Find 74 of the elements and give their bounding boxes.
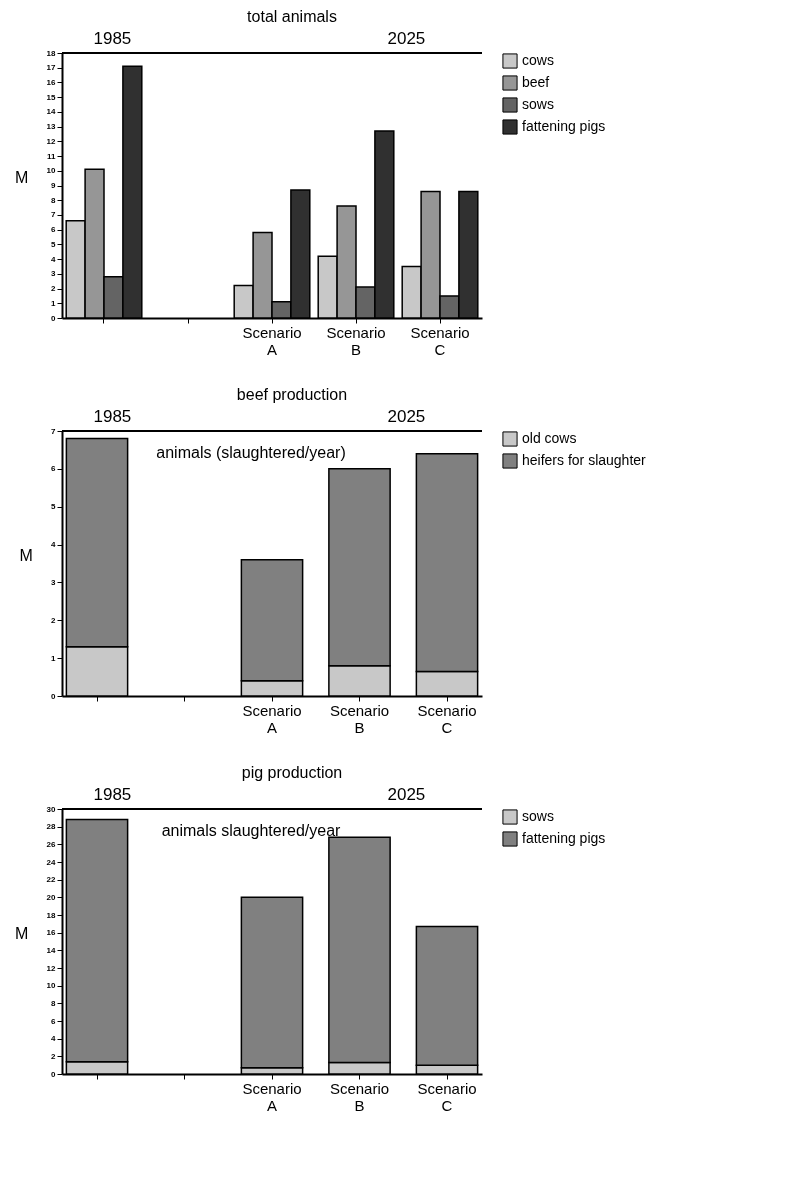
y-tick-label: 3 bbox=[51, 269, 57, 279]
y-tick-label: 8 bbox=[51, 998, 57, 1008]
y-tick-label: 1 bbox=[51, 653, 57, 663]
text: 1985 bbox=[93, 407, 132, 426]
legend-label: sows bbox=[522, 96, 554, 112]
legend-label: beef bbox=[522, 74, 550, 90]
y-tick-label: 10 bbox=[46, 981, 57, 991]
x-tick-label: Scenario A bbox=[242, 701, 302, 736]
y-tick-label: 1 bbox=[51, 298, 57, 308]
y-tick-label: 11 bbox=[47, 151, 57, 161]
y-tick-label: 0 bbox=[51, 1069, 57, 1079]
y-tick-label: 6 bbox=[51, 1016, 57, 1026]
legend-label: fattening pigs bbox=[522, 830, 606, 846]
y-tick-label: 3 bbox=[51, 577, 57, 587]
y-tick-label: 6 bbox=[51, 464, 57, 474]
y-tick-label: 12 bbox=[46, 136, 57, 146]
y-tick-label: 24 bbox=[46, 857, 57, 867]
x-tick-label: Scenario C bbox=[410, 323, 470, 358]
x-tick-label: Scenario B bbox=[326, 323, 386, 358]
y-tick-label: 22 bbox=[46, 875, 57, 885]
text: 2025 bbox=[387, 29, 426, 48]
y-tick-label: 0 bbox=[51, 691, 57, 701]
x-tick-label: Scenario C bbox=[417, 701, 477, 736]
y-tick-label: 4 bbox=[51, 1034, 57, 1044]
chart-title: beef production bbox=[236, 386, 348, 403]
y-tick-label: 15 bbox=[46, 92, 57, 102]
legend-label: heifers for slaughter bbox=[522, 452, 647, 468]
y-tick-label: 26 bbox=[46, 839, 57, 849]
y-tick-label: 28 bbox=[46, 822, 57, 832]
y-tick-label: 2 bbox=[51, 615, 57, 625]
y-axis-title: M bbox=[19, 547, 33, 564]
y-tick-label: 20 bbox=[46, 892, 57, 902]
y-tick-label: 14 bbox=[46, 945, 57, 955]
y-tick-label: 17 bbox=[46, 63, 57, 73]
x-tick-label: Scenario A bbox=[242, 323, 302, 358]
x-tick-label: Scenario B bbox=[329, 1079, 390, 1114]
legend-label: fattening pigs bbox=[522, 118, 606, 134]
text: 1985 bbox=[93, 785, 132, 804]
y-tick-label: 14 bbox=[46, 107, 57, 117]
y-tick-label: 8 bbox=[51, 195, 57, 205]
chart-title: total animals bbox=[247, 8, 337, 25]
chart-title: pig production bbox=[241, 764, 343, 781]
y-tick-label: 7 bbox=[51, 210, 57, 220]
legend-label: sows bbox=[522, 808, 554, 824]
y-tick-label: 10 bbox=[46, 166, 57, 176]
y-tick-label: 18 bbox=[46, 910, 57, 920]
y-tick-label: 30 bbox=[46, 804, 57, 814]
y-tick-label: 5 bbox=[51, 239, 57, 249]
y-axis-title: M bbox=[14, 169, 29, 186]
text: animals (slaughtered/year) bbox=[156, 444, 346, 461]
y-tick-label: 0 bbox=[51, 313, 57, 323]
text: 1985 bbox=[93, 29, 132, 48]
y-tick-label: 9 bbox=[51, 181, 57, 190]
text: 2025 bbox=[387, 407, 426, 426]
legend-label: old cows bbox=[522, 430, 577, 446]
y-axis-title: M bbox=[14, 925, 29, 942]
x-tick-label: Scenario C bbox=[417, 1079, 477, 1114]
text: 2025 bbox=[387, 785, 426, 804]
y-tick-label: 18 bbox=[46, 48, 57, 58]
y-tick-label: 12 bbox=[46, 963, 57, 973]
y-tick-label: 7 bbox=[51, 426, 57, 436]
legend-label: cows bbox=[522, 52, 554, 68]
y-tick-label: 16 bbox=[46, 928, 57, 938]
y-tick-label: 16 bbox=[46, 77, 57, 87]
y-tick-label: 6 bbox=[51, 225, 57, 235]
y-tick-label: 2 bbox=[51, 284, 57, 294]
y-tick-label: 4 bbox=[51, 254, 57, 264]
y-tick-label: 4 bbox=[51, 540, 57, 550]
y-tick-label: 13 bbox=[46, 122, 57, 132]
y-tick-label: 2 bbox=[51, 1051, 57, 1061]
x-tick-label: Scenario A bbox=[242, 1079, 302, 1114]
text: animals slaughtered/year bbox=[161, 822, 342, 839]
y-tick-label: 5 bbox=[51, 502, 57, 512]
x-tick-label: Scenario B bbox=[329, 701, 390, 736]
